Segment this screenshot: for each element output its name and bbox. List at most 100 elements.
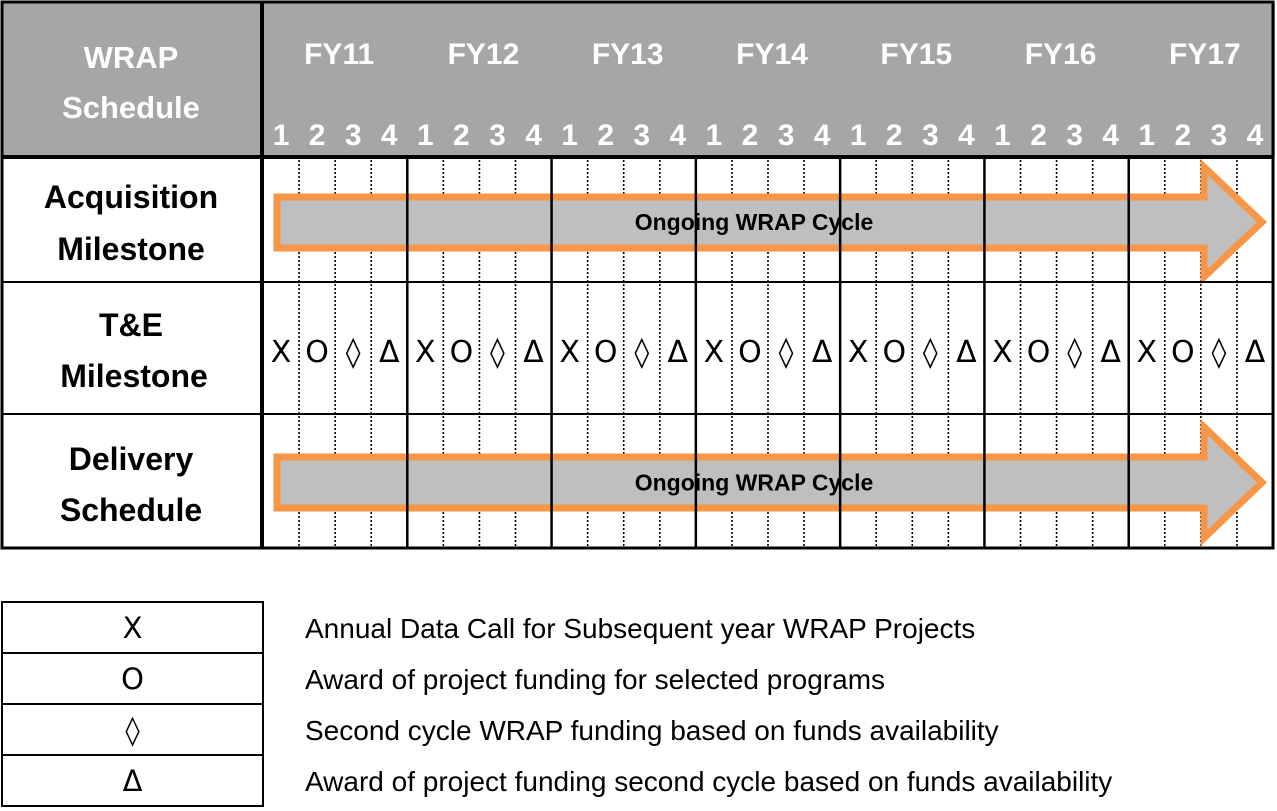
te-symbol: Δ bbox=[1245, 335, 1266, 370]
quarter-divider bbox=[1163, 157, 1166, 548]
legend-description: Second cycle WRAP funding based on funds… bbox=[305, 715, 999, 746]
quarter-label: 1 bbox=[994, 119, 1011, 152]
te-symbol: X bbox=[704, 335, 725, 370]
fy-label: FY12 bbox=[448, 38, 520, 71]
quarter-divider bbox=[911, 157, 914, 548]
fy-label: FY15 bbox=[880, 38, 952, 71]
quarter-divider bbox=[334, 157, 336, 548]
te-symbol: ◊ bbox=[490, 335, 505, 370]
te-symbol: Δ bbox=[379, 335, 400, 370]
row-label-acquisition-line2: Milestone bbox=[57, 231, 205, 267]
quarter-divider-lines bbox=[298, 157, 1238, 548]
quarter-divider bbox=[622, 157, 625, 548]
quarter-divider bbox=[298, 157, 300, 548]
quarter-divider bbox=[1019, 157, 1022, 548]
legend-symbol: Δ bbox=[123, 764, 143, 798]
te-symbol: O bbox=[1027, 335, 1051, 370]
fy-label: FY11 bbox=[304, 38, 374, 71]
quarter-label: 4 bbox=[1102, 119, 1119, 152]
te-symbol: O bbox=[1171, 335, 1195, 370]
quarter-label: 2 bbox=[742, 119, 759, 152]
quarter-divider bbox=[875, 157, 878, 548]
legend-symbol: X bbox=[123, 611, 143, 645]
quarter-divider bbox=[1091, 157, 1094, 548]
legend-description: Award of project funding second cycle ba… bbox=[305, 766, 1112, 797]
header-title-line1: WRAP bbox=[84, 40, 179, 75]
te-symbol: Δ bbox=[523, 335, 544, 370]
te-symbol: X bbox=[1136, 335, 1157, 370]
quarter-label: 2 bbox=[597, 119, 614, 152]
quarter-divider bbox=[803, 157, 805, 548]
header-title-line2: Schedule bbox=[62, 90, 200, 125]
quarter-divider bbox=[1055, 157, 1058, 548]
legend-description: Annual Data Call for Subsequent year WRA… bbox=[305, 613, 975, 644]
te-symbol: X bbox=[415, 335, 436, 370]
quarter-divider bbox=[731, 157, 733, 548]
te-symbol: X bbox=[559, 335, 580, 370]
te-symbol: Δ bbox=[668, 335, 689, 370]
te-symbol: Δ bbox=[956, 335, 977, 370]
te-symbol: ◊ bbox=[1067, 335, 1082, 370]
te-symbol: X bbox=[848, 335, 869, 370]
quarter-label: 3 bbox=[489, 119, 506, 152]
quarter-divider bbox=[947, 157, 950, 548]
quarter-label: 2 bbox=[1174, 119, 1191, 152]
fy-label: FY17 bbox=[1169, 38, 1241, 71]
quarter-label: 3 bbox=[1211, 119, 1228, 152]
quarter-divider bbox=[658, 157, 661, 548]
te-symbol: O bbox=[882, 335, 906, 370]
quarter-divider bbox=[514, 157, 517, 548]
quarter-divider bbox=[478, 157, 481, 548]
quarter-divider bbox=[1236, 157, 1238, 548]
legend-symbol-box bbox=[1, 754, 264, 807]
quarter-label: 1 bbox=[417, 119, 434, 152]
te-symbol: X bbox=[271, 335, 292, 370]
row-label-te-line1: T&E bbox=[99, 307, 163, 343]
cycle-arrow-label: Ongoing WRAP Cycle bbox=[635, 209, 874, 235]
quarter-divider bbox=[1200, 157, 1202, 548]
te-symbol: X bbox=[992, 335, 1013, 370]
quarter-label: 3 bbox=[345, 119, 362, 152]
header-background bbox=[2, 2, 1275, 157]
table-grid bbox=[0, 0, 1275, 550]
quarter-label: 4 bbox=[958, 119, 975, 152]
fy-label: FY13 bbox=[592, 38, 664, 71]
te-symbol: O bbox=[450, 335, 474, 370]
quarter-label: 3 bbox=[922, 119, 939, 152]
quarter-label: 3 bbox=[1066, 119, 1083, 152]
quarter-label: 4 bbox=[525, 119, 542, 152]
cycle-arrow bbox=[273, 418, 1268, 547]
quarter-divider bbox=[586, 157, 589, 548]
legend-symbol: ◊ bbox=[125, 713, 140, 747]
quarter-label: 1 bbox=[273, 119, 290, 152]
quarter-label: 1 bbox=[1138, 119, 1155, 152]
te-symbol: O bbox=[594, 335, 618, 370]
table-border bbox=[0, 0, 1275, 550]
quarter-label: 2 bbox=[886, 119, 903, 152]
quarter-label: 1 bbox=[850, 119, 867, 152]
te-symbol: ◊ bbox=[634, 335, 649, 370]
quarter-label: 2 bbox=[453, 119, 470, 152]
row-label-acquisition-line1: Acquisition bbox=[44, 179, 218, 215]
quarter-label: 3 bbox=[778, 119, 795, 152]
te-symbol: ◊ bbox=[346, 335, 361, 370]
quarter-label: 4 bbox=[814, 119, 831, 152]
te-symbol: O bbox=[738, 335, 762, 370]
quarter-label: 2 bbox=[309, 119, 326, 152]
quarter-label: 4 bbox=[1247, 119, 1264, 152]
legend-symbol: O bbox=[121, 662, 144, 696]
quarter-label: 2 bbox=[1030, 119, 1047, 152]
legend-description: Award of project funding for selected pr… bbox=[305, 664, 885, 695]
quarter-label: 1 bbox=[706, 119, 723, 152]
fy-label: FY14 bbox=[736, 38, 808, 71]
quarter-label: 3 bbox=[633, 119, 650, 152]
cycle-arrow-label: Ongoing WRAP Cycle bbox=[635, 470, 874, 496]
fiscal-year-labels: FY11 FY12 FY13 FY14 FY15 FY16 FY17 bbox=[304, 38, 1241, 71]
te-milestone-symbols: X O ◊ Δ X O ◊ Δ X O ◊ Δ X O ◊ Δ X O ◊ Δ X O ◊ Δ X O ◊ Δ bbox=[271, 335, 1266, 370]
te-symbol: Δ bbox=[1100, 335, 1121, 370]
quarter-divider bbox=[767, 157, 769, 548]
row-label-delivery-line2: Schedule bbox=[60, 492, 202, 528]
quarter-label: 1 bbox=[561, 119, 578, 152]
